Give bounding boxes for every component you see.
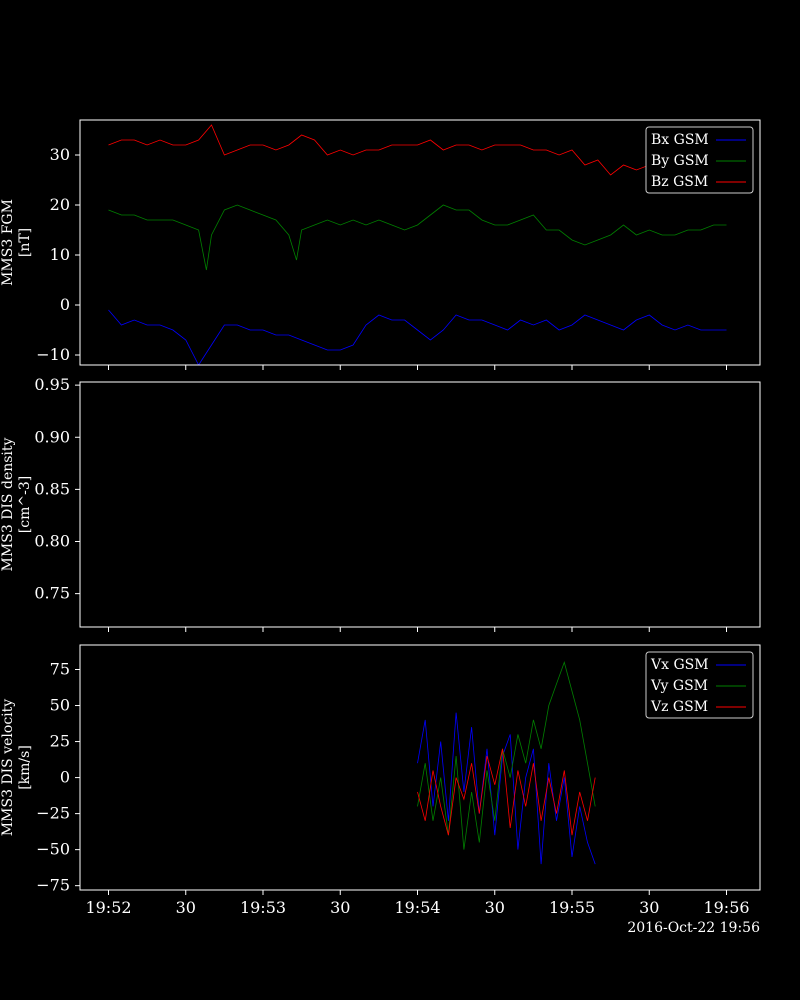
y-tick-label: 20 (50, 195, 70, 214)
legend-label: Vz GSM (650, 699, 708, 715)
x-tick-label: 19:56 (703, 898, 749, 917)
legend-frame (645, 126, 754, 194)
panel-dis_velocity: −75 −50 −25 0 25 50 75 19:52 30 19:53 30 19:54 30 19:… (0, 644, 761, 917)
plot-frame (79, 119, 761, 366)
y-tick-label: 0.85 (34, 479, 70, 498)
legend-label: By GSM (651, 153, 709, 169)
legend-label: Vy GSM (650, 678, 708, 694)
y-tick-label: 0.75 (34, 584, 70, 603)
panel-dis_density: 0.75 0.80 0.85 0.90 0.95 MMS3 DIS density[cm^… (0, 375, 761, 632)
panel-fgm: −10 0 10 20 30 MMS3 FGM[nT] Bx GSM By GSM Bz GSM (0, 119, 761, 370)
y-tick-label: −50 (36, 840, 70, 859)
y-tick-label: 10 (50, 245, 70, 264)
x-tick-label: 19:52 (85, 898, 131, 917)
y-axis-label: MMS3 FGM[nT] (0, 199, 33, 286)
y-tick-label: 25 (50, 732, 70, 751)
x-tick-label: 19:55 (549, 898, 595, 917)
y-axis-label: MMS3 DIS velocity[km/s] (0, 699, 33, 836)
y-tick-label: 0.80 (34, 532, 70, 551)
x-tick-label: 30 (485, 898, 505, 917)
legend: Vx GSM Vy GSM Vz GSM (645, 651, 754, 719)
y-tick-label: 0.95 (34, 375, 70, 394)
plot-frame (79, 644, 761, 891)
series-line-vz-gsm (417, 748, 596, 836)
series-line-bz-gsm (108, 124, 727, 176)
legend-frame (645, 651, 754, 719)
legend: Bx GSM By GSM Bz GSM (645, 126, 754, 194)
y-axis-label: MMS3 DIS density[cm^-3] (0, 437, 33, 571)
series-group (108, 124, 727, 365)
y-tick-label: −25 (36, 804, 70, 823)
time-axis-footer: 2016-Oct-22 19:56 (627, 920, 760, 936)
series-line-vx-gsm (417, 712, 596, 865)
series-line-by-gsm (108, 204, 727, 271)
x-tick-label: 30 (330, 898, 350, 917)
legend-label: Bz GSM (651, 174, 708, 190)
y-tick-label: 30 (50, 145, 70, 164)
y-tick-label: 0 (60, 768, 70, 787)
legend-label: Vx GSM (650, 657, 709, 673)
series-line-vy-gsm (417, 660, 596, 850)
x-tick-label: 19:53 (240, 898, 286, 917)
legend-label: Bx GSM (651, 132, 709, 148)
y-tick-label: −10 (36, 345, 70, 364)
y-tick-label: 50 (50, 696, 70, 715)
plot-frame (79, 381, 761, 628)
x-tick-label: 19:54 (394, 898, 440, 917)
series-group (417, 660, 596, 865)
y-tick-label: 0.90 (34, 427, 70, 446)
y-tick-label: −75 (36, 876, 70, 895)
y-tick-label: 75 (50, 660, 70, 679)
series-line-bx-gsm (108, 309, 727, 365)
y-tick-label: 0 (60, 295, 70, 314)
x-tick-label: 30 (176, 898, 196, 917)
x-tick-label: 30 (639, 898, 659, 917)
